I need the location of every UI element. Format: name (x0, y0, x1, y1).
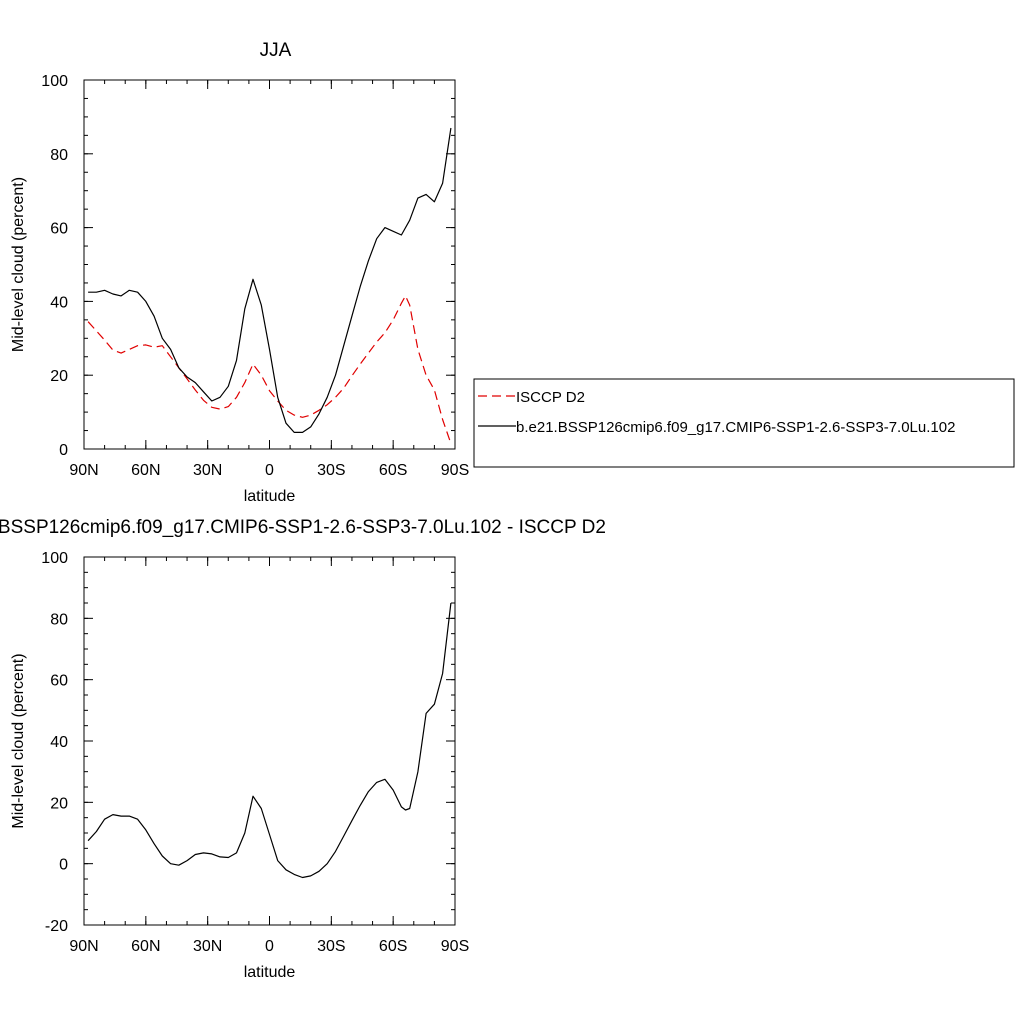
y-tick-label: 0 (59, 442, 68, 459)
series-line-1 (87, 602, 452, 879)
x-tick-label: 30N (193, 938, 222, 955)
chart-panel-1: JJA 90N 60N 30N 0 30S 60S 90S 0 20 40 60 80 100 latitu… (10, 40, 469, 505)
y-tick-label: 80 (50, 147, 68, 164)
x-tick-label: 30S (317, 938, 345, 955)
y-tick-label: 40 (50, 294, 68, 311)
y-tick-label: 60 (50, 221, 68, 238)
x-tick-label: 60N (131, 462, 160, 479)
x-tick-label: 30N (193, 462, 222, 479)
x-tick-label: 90S (441, 938, 469, 955)
plot-frame (83, 79, 456, 450)
chart-title: JJA (260, 40, 292, 61)
y-axis-label: Mid-level cloud (percent) (10, 653, 27, 828)
x-axis-label: latitude (244, 488, 296, 505)
x-tick-label: 90S (441, 462, 469, 479)
series-line-1 (87, 295, 452, 444)
chart-panel-2: b.e21.BSSP126cmip6.f09_g17.CMIP6-SSP1-2.… (0, 517, 606, 981)
x-tick-label: 0 (265, 462, 274, 479)
y-tick-label: 100 (41, 550, 68, 567)
legend-box (473, 378, 1015, 468)
y-tick-label: 20 (50, 795, 68, 812)
series-line-2 (88, 127, 452, 433)
y-tick-label: 100 (41, 73, 68, 90)
chart-title: b.e21.BSSP126cmip6.f09_g17.CMIP6-SSP1-2.… (0, 517, 606, 538)
x-tick-label: 0 (265, 938, 274, 955)
plot-frame (83, 556, 456, 926)
x-tick-label: 60S (379, 462, 407, 479)
y-tick-label: 0 (59, 857, 68, 874)
x-tick-label: 30S (317, 462, 345, 479)
x-tick-label: 60S (379, 938, 407, 955)
x-tick-label: 90N (69, 462, 98, 479)
y-tick-label: 20 (50, 368, 68, 385)
y-axis-label: Mid-level cloud (percent) (10, 177, 27, 352)
x-axis-label: latitude (244, 964, 296, 981)
y-tick-label: 40 (50, 734, 68, 751)
legend-label-2: b.e21.BSSP126cmip6.f09_g17.CMIP6-SSP1-2.… (516, 419, 955, 436)
y-tick-label: -20 (45, 918, 68, 935)
y-tick-label: 80 (50, 611, 68, 628)
y-tick-label: 60 (50, 673, 68, 690)
x-tick-label: 90N (69, 938, 98, 955)
legend: ISCCP D2 b.e21.BSSP126cmip6.f09_g17.CMIP6… (473, 378, 1015, 468)
x-tick-label: 60N (131, 938, 160, 955)
legend-label-1: ISCCP D2 (516, 389, 585, 406)
